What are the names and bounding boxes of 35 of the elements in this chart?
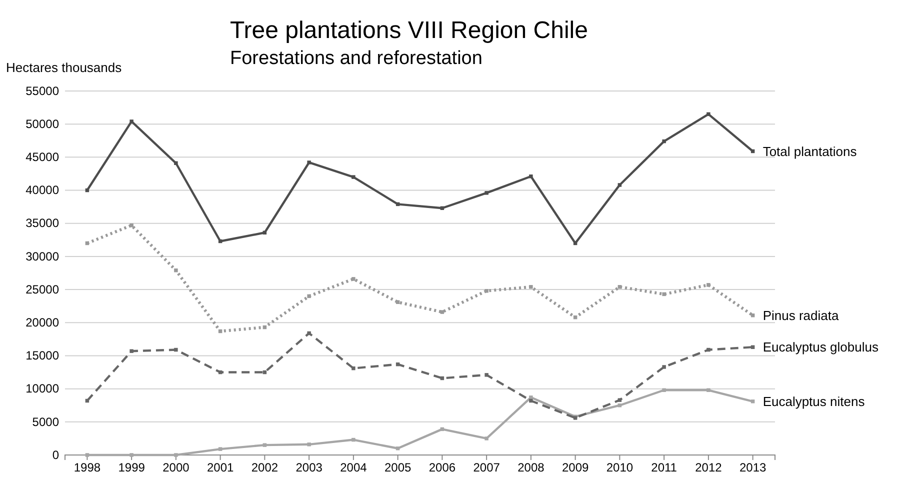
x-tick-label: 2006 (428, 460, 456, 475)
y-tick-label: 25000 (26, 282, 60, 296)
x-tick-label: 2004 (340, 460, 368, 475)
series-label: Eucalyptus nitens (762, 394, 866, 409)
x-tick-label: 2009 (562, 460, 589, 475)
y-tick-label: 5000 (32, 414, 60, 429)
x-tick-label: 2005 (384, 460, 412, 475)
x-tick-label: 2011 (651, 460, 678, 475)
series-label: Eucalyptus globulus (762, 340, 879, 355)
x-tick-label: 2001 (206, 460, 234, 475)
y-tick-label: 20000 (26, 315, 60, 330)
x-tick-label: 2008 (518, 460, 545, 475)
series-label: Total plantations (762, 144, 858, 159)
y-tick-label: 35000 (26, 216, 60, 230)
y-tick-label: 0 (52, 448, 60, 462)
x-tick-label: 2003 (296, 460, 323, 475)
x-tick-label: 1998 (74, 460, 101, 475)
y-tick-label: 55000 (26, 84, 60, 98)
x-tick-label: 2010 (606, 460, 634, 475)
x-tick-label: 2013 (739, 460, 766, 475)
x-tick-label: 2007 (473, 460, 500, 475)
x-tick-label: 2002 (251, 460, 278, 475)
chart-subtitle: Forestations and reforestation (230, 48, 482, 69)
x-tick-label: 1999 (118, 460, 146, 475)
series-label: Pinus radiata (762, 308, 840, 323)
y-tick-label: 40000 (26, 183, 60, 198)
y-tick-label: 45000 (26, 150, 60, 164)
y-tick-label: 50000 (26, 116, 60, 131)
y-tick-label: 30000 (26, 249, 60, 264)
y-axis-title: Hectares thousands (6, 60, 122, 75)
y-tick-label: 10000 (26, 382, 60, 396)
x-tick-label: 2012 (695, 460, 722, 475)
chart-title: Tree plantations VIII Region Chile (230, 17, 588, 44)
y-tick-label: 15000 (26, 348, 60, 363)
x-tick-label: 2000 (162, 460, 190, 475)
